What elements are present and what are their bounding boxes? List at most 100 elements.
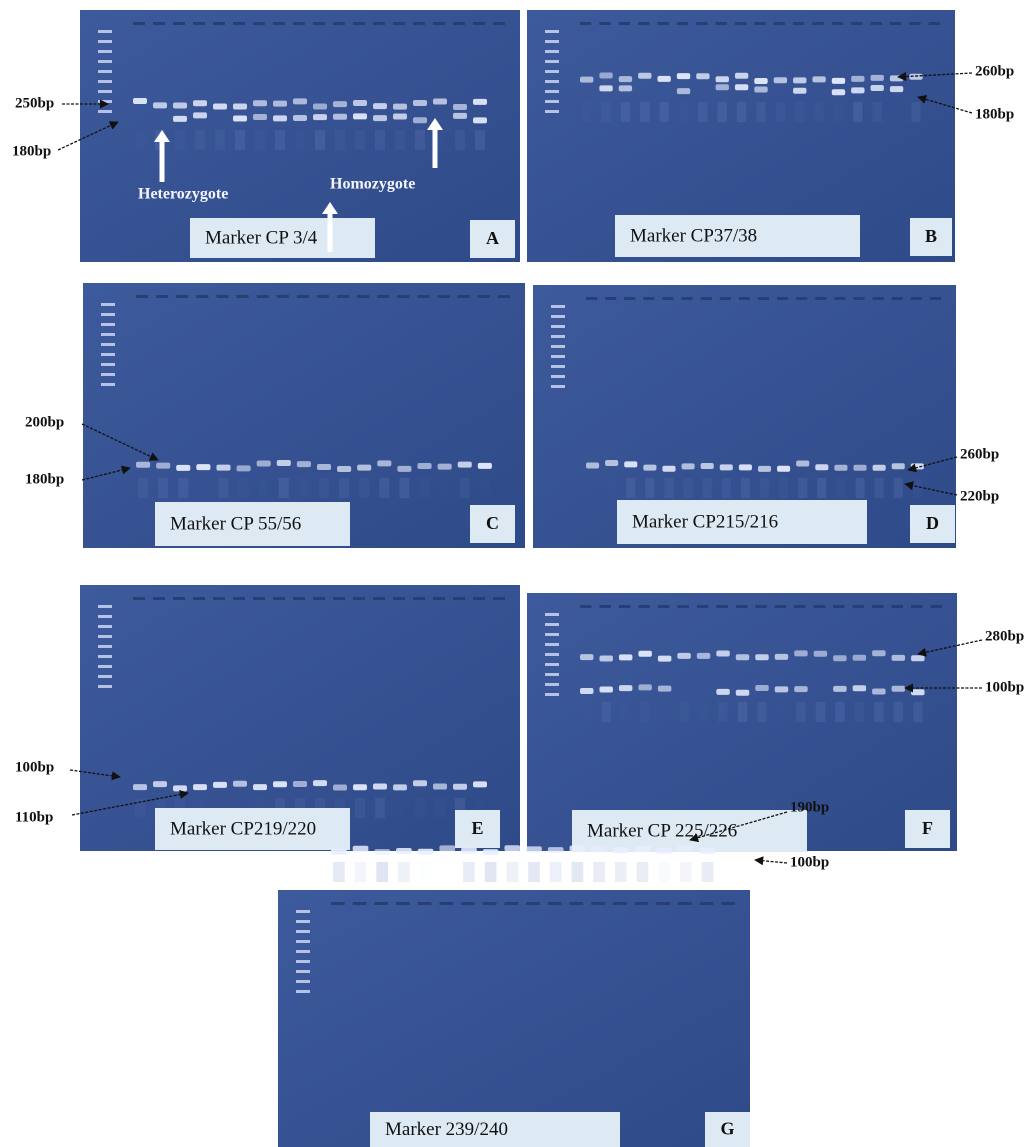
lane-smear: [913, 478, 922, 498]
sample-band: [871, 75, 884, 81]
ladder-band: [545, 70, 559, 73]
lane-smear: [645, 478, 654, 498]
gel-well: [580, 605, 591, 608]
lane-smear: [911, 102, 920, 122]
gel-well: [793, 22, 804, 25]
gel-well: [658, 605, 669, 608]
sample-band: [656, 848, 672, 854]
ladder-band: [98, 635, 112, 638]
gel-well: [233, 22, 245, 25]
lane-smear: [741, 478, 750, 498]
ladder-band: [101, 383, 115, 386]
sample-band: [293, 781, 307, 787]
sample-band: [273, 115, 287, 121]
lane-smear: [703, 478, 712, 498]
sample-band: [337, 466, 351, 472]
gel-well: [775, 605, 786, 608]
lane-smear: [855, 478, 864, 498]
ladder-band: [98, 645, 112, 648]
sample-band: [832, 78, 845, 84]
sample-band: [716, 651, 729, 657]
lane-smear: [873, 102, 882, 122]
ladder-band: [545, 110, 559, 113]
gel-well: [353, 597, 365, 600]
panel-letter: F: [922, 818, 933, 838]
sample-band: [257, 460, 271, 466]
lane-smear: [737, 102, 746, 122]
sample-band: [333, 785, 347, 791]
gel-well: [133, 22, 145, 25]
sample-band: [317, 464, 331, 470]
lane-smear: [660, 702, 669, 722]
lane-smear: [528, 862, 540, 882]
ladder-band: [296, 940, 310, 943]
ladder-band: [545, 40, 559, 43]
sample-band: [136, 462, 150, 468]
gel-well: [656, 902, 670, 905]
lane-smear: [506, 862, 518, 882]
sample-band: [313, 103, 327, 109]
lane-smear: [796, 702, 805, 722]
lane-smear: [420, 862, 432, 882]
gel-well: [439, 902, 453, 905]
gel-well: [297, 295, 309, 298]
sample-band: [735, 73, 748, 79]
lane-smear: [419, 478, 429, 498]
sample-band: [526, 846, 542, 852]
lane-smear: [680, 862, 692, 882]
gel-well: [873, 297, 884, 300]
gel-well: [153, 597, 165, 600]
gel-well: [453, 22, 465, 25]
sample-band: [613, 847, 629, 853]
sample-band: [273, 101, 287, 107]
lane-smear: [215, 130, 225, 150]
gel-well: [794, 605, 805, 608]
lane-smear: [875, 478, 884, 498]
lane-smear: [415, 130, 425, 150]
ladder-band: [545, 613, 559, 616]
gel-well: [173, 597, 185, 600]
lane-smear: [218, 478, 228, 498]
sample-band: [599, 687, 612, 693]
ladder-band: [545, 80, 559, 83]
sample-band: [739, 464, 752, 470]
lane-smear: [722, 478, 731, 498]
lane-smear: [572, 862, 584, 882]
gel-well: [586, 297, 597, 300]
sample-band: [775, 654, 788, 660]
sample-band: [233, 104, 247, 110]
gel-figure: Marker CP 3/4A250bp180bpMarker CP37/38B2…: [0, 0, 1034, 1147]
lane-smear: [135, 130, 145, 150]
panel-letter: B: [925, 226, 937, 246]
gel-well: [331, 902, 345, 905]
sample-band: [357, 465, 371, 471]
gel-well: [353, 902, 367, 905]
gel-well: [638, 22, 649, 25]
gel-well: [754, 22, 765, 25]
gel-well: [834, 297, 845, 300]
gel-well: [317, 295, 329, 298]
ladder-band: [101, 363, 115, 366]
sample-band: [599, 72, 612, 78]
ladder-band: [98, 110, 112, 113]
gel-well: [613, 902, 627, 905]
gel-well: [777, 297, 788, 300]
gel-well: [333, 597, 345, 600]
size-label: 260bp: [975, 63, 1014, 79]
lane-smear: [679, 702, 688, 722]
sample-band: [736, 690, 749, 696]
gel-well: [196, 295, 208, 298]
sample-band: [754, 78, 767, 84]
lane-smear: [615, 862, 627, 882]
ladder-band: [551, 335, 565, 338]
ladder-band: [551, 315, 565, 318]
sample-band: [735, 84, 748, 90]
sample-band: [892, 686, 905, 692]
gel-well: [892, 297, 903, 300]
sample-band: [793, 77, 806, 83]
panel-letter: C: [486, 513, 499, 533]
sample-band: [851, 87, 864, 93]
lane-smear: [235, 130, 245, 150]
lane-smear: [855, 702, 864, 722]
gel-well: [697, 605, 708, 608]
